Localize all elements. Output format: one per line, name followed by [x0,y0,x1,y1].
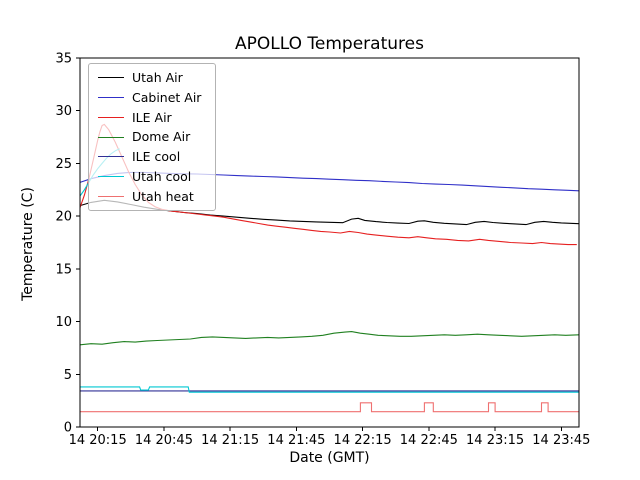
series-line-utah-cool [80,386,579,393]
legend-label-ile-air: ILE Air [132,109,172,125]
y-axis-label: Temperature (C) [20,187,36,301]
chart-title: APOLLO Temperatures [235,34,424,54]
legend-swatch-ile-cool [98,156,124,158]
x-tick-label: 14 22:15 [334,433,392,448]
y-tick-label: 10 [55,315,72,330]
legend-label-ile-cool: ILE cool [132,149,181,164]
legend-item-cabinet-air: Cabinet Air [98,89,202,105]
legend-item-utah-cool: Utah cool [98,168,201,184]
legend-item-utah-air: Utah Air [98,71,201,85]
y-tick-label: 30 [55,104,72,119]
legend-swatch-utah-heat [98,195,124,197]
x-tick-label: 14 23:45 [532,433,590,448]
series-line-dome-air [79,331,580,346]
legend-swatch-cabinet-air [98,97,124,99]
legend-label-dome-air: Dome Air [132,129,191,145]
chart-legend: Utah Air Cabinet Air ILE Air Dome Air ILE co… [88,63,217,212]
plot-border [79,57,580,428]
legend-item-ile-cool: ILE cool [98,150,201,164]
y-tick-label: 20 [55,210,72,225]
legend-label-utah-cool: Utah cool [132,168,192,184]
x-tick-label: 14 21:45 [267,433,325,448]
x-tick-label: 14 23:15 [466,433,524,448]
legend-label-cabinet-air: Cabinet Air [132,89,202,105]
x-tick-label: 14 20:15 [69,433,127,448]
y-tick-label: 25 [55,157,72,172]
legend-label-utah-heat: Utah heat [132,188,194,204]
legend-swatch-ile-air [98,116,124,118]
x-tick-label: 14 20:45 [135,433,193,448]
series-line-utah-heat [80,402,579,413]
legend-swatch-utah-cool [98,176,124,178]
legend-swatch-dome-air [98,136,124,138]
legend-swatch-utah-air [98,77,124,79]
x-axis-label: Date (GMT) [289,450,370,466]
legend-label-utah-air: Utah Air [132,70,183,85]
y-tick-label: 35 [55,52,72,67]
legend-item-ile-air: ILE Air [98,109,201,125]
y-tick-label: 0 [64,421,72,436]
legend-item-dome-air: Dome Air [98,130,201,144]
x-tick-label: 14 21:15 [201,433,259,448]
y-tick-label: 5 [64,368,72,383]
legend-item-utah-heat: Utah heat [98,188,201,204]
y-tick-label: 15 [55,262,72,277]
x-tick-label: 14 22:45 [400,433,458,448]
